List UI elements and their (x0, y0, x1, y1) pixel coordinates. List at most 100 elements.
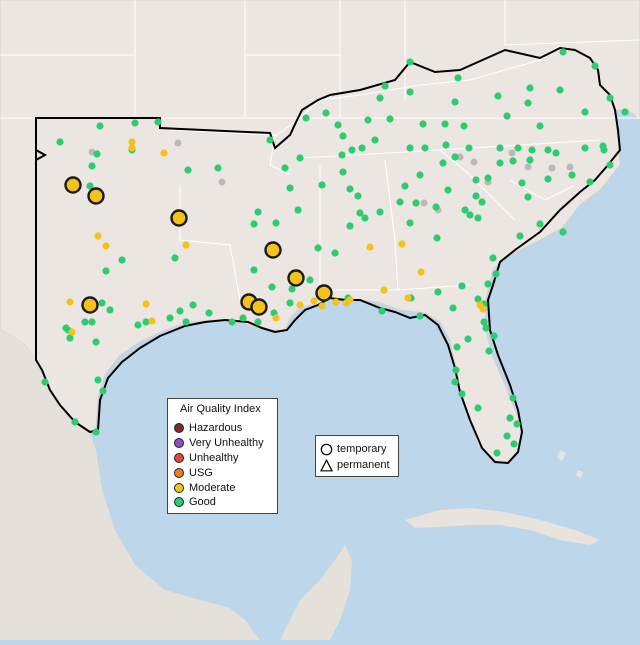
station-good[interactable] (581, 108, 589, 116)
station-good[interactable] (98, 299, 106, 307)
station-good[interactable] (490, 332, 498, 340)
station-nodata[interactable] (420, 199, 428, 207)
station-good[interactable] (485, 347, 493, 355)
station-good[interactable] (472, 192, 480, 200)
station-good[interactable] (452, 366, 460, 374)
station-good[interactable] (314, 244, 322, 252)
station-good[interactable] (281, 164, 289, 172)
station-good[interactable] (484, 174, 492, 182)
station-good[interactable] (376, 94, 384, 102)
station-good[interactable] (154, 118, 162, 126)
station-good[interactable] (465, 144, 473, 152)
station-good[interactable] (416, 171, 424, 179)
station-good[interactable] (96, 122, 104, 130)
station-good[interactable] (250, 266, 258, 274)
station-good[interactable] (364, 116, 372, 124)
station-good[interactable] (489, 254, 497, 262)
station-good[interactable] (189, 301, 197, 309)
station-good[interactable] (272, 219, 280, 227)
station-good[interactable] (509, 157, 517, 165)
station-moderate[interactable] (310, 297, 318, 305)
station-good[interactable] (451, 98, 459, 106)
station-good[interactable] (93, 150, 101, 158)
station-good[interactable] (474, 295, 482, 303)
station-good[interactable] (451, 378, 459, 386)
station-good[interactable] (472, 176, 480, 184)
station-good[interactable] (412, 199, 420, 207)
station-good[interactable] (518, 179, 526, 187)
station-moderate-temporary[interactable] (81, 296, 99, 314)
station-good[interactable] (294, 206, 302, 214)
station-good[interactable] (386, 115, 394, 123)
station-good[interactable] (544, 175, 552, 183)
station-good[interactable] (306, 276, 314, 284)
station-good[interactable] (339, 132, 347, 140)
station-good[interactable] (536, 122, 544, 130)
station-good[interactable] (286, 184, 294, 192)
station-good[interactable] (354, 192, 362, 200)
station-moderate[interactable] (142, 300, 150, 308)
station-good[interactable] (449, 304, 457, 312)
station-good[interactable] (526, 84, 534, 92)
station-good[interactable] (71, 418, 79, 426)
station-nodata[interactable] (174, 139, 182, 147)
station-good[interactable] (439, 159, 447, 167)
station-good[interactable] (228, 318, 236, 326)
station-good[interactable] (166, 314, 174, 322)
station-moderate-temporary[interactable] (250, 298, 268, 316)
station-moderate[interactable] (318, 302, 326, 310)
station-good[interactable] (92, 338, 100, 346)
station-good[interactable] (106, 306, 114, 314)
station-good[interactable] (205, 309, 213, 317)
station-good[interactable] (494, 92, 502, 100)
station-moderate-temporary[interactable] (170, 209, 188, 227)
station-good[interactable] (406, 219, 414, 227)
station-good[interactable] (334, 121, 342, 129)
station-good[interactable] (524, 99, 532, 107)
station-good[interactable] (441, 120, 449, 128)
station-good[interactable] (266, 136, 274, 144)
station-good[interactable] (492, 270, 500, 278)
station-good[interactable] (433, 234, 441, 242)
station-good[interactable] (361, 214, 369, 222)
station-moderate-temporary[interactable] (87, 187, 105, 205)
station-good[interactable] (503, 432, 511, 440)
station-good[interactable] (421, 144, 429, 152)
station-moderate[interactable] (404, 294, 412, 302)
station-good[interactable] (480, 318, 488, 326)
station-good[interactable] (86, 182, 94, 190)
station-moderate[interactable] (296, 301, 304, 309)
station-good[interactable] (296, 154, 304, 162)
station-moderate[interactable] (128, 144, 136, 152)
station-moderate[interactable] (332, 298, 340, 306)
station-good[interactable] (536, 220, 544, 228)
station-good[interactable] (401, 182, 409, 190)
station-good[interactable] (358, 144, 366, 152)
station-good[interactable] (528, 146, 536, 154)
station-good[interactable] (559, 48, 567, 56)
station-moderate[interactable] (128, 138, 136, 146)
station-good[interactable] (288, 285, 296, 293)
station-moderate-temporary[interactable] (264, 241, 282, 259)
station-good[interactable] (442, 141, 450, 149)
station-good[interactable] (434, 288, 442, 296)
station-moderate-temporary[interactable] (315, 284, 333, 302)
station-good[interactable] (268, 283, 276, 291)
station-nodata[interactable] (470, 158, 478, 166)
station-good[interactable] (514, 144, 522, 152)
station-good[interactable] (118, 256, 126, 264)
station-good[interactable] (318, 181, 326, 189)
station-good[interactable] (606, 161, 614, 169)
station-good[interactable] (88, 318, 96, 326)
station-good[interactable] (346, 222, 354, 230)
station-good[interactable] (458, 282, 466, 290)
station-good[interactable] (444, 186, 452, 194)
station-good[interactable] (600, 146, 608, 154)
station-good[interactable] (182, 318, 190, 326)
station-moderate[interactable] (68, 328, 76, 336)
station-good[interactable] (94, 376, 102, 384)
station-good[interactable] (419, 120, 427, 128)
station-good[interactable] (432, 203, 440, 211)
station-good[interactable] (134, 321, 142, 329)
station-good[interactable] (510, 440, 518, 448)
